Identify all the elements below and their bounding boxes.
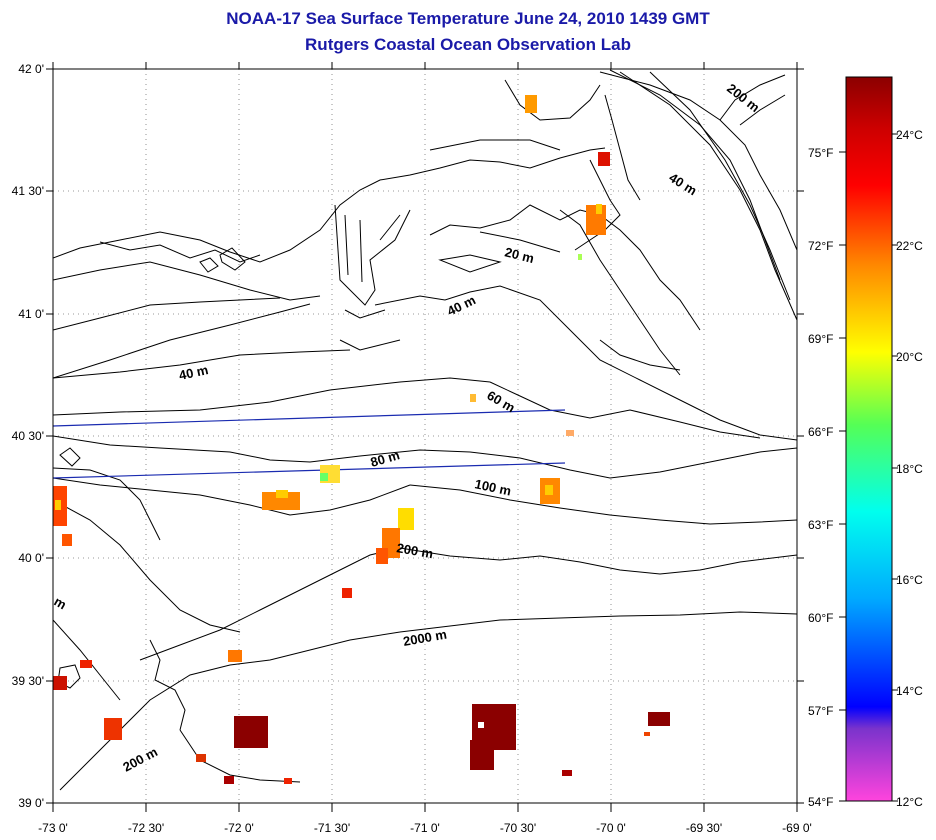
depth-label-40m-ne: 40 m [666,170,699,198]
grid-lines [53,69,797,803]
depth-label-200m-mid: 200 m [395,540,434,561]
colorbar-c-label: 22°C [896,239,923,253]
longitude-labels: -73 0' -72 30' -72 0' -71 30' -71 0' -70… [38,821,812,835]
lon-tick-label: -70 30' [500,821,536,835]
colorbar-c-label: 16°C [896,573,923,587]
lon-tick-label: -71 30' [314,821,350,835]
lon-tick-label: -69 30' [686,821,722,835]
colorbar-f-label: 75°F [808,146,833,160]
coastline [53,74,786,689]
colorbar: 75°F 72°F 69°F 66°F 63°F 60°F 57°F 54°F … [808,76,923,809]
colorbar-f-label: 54°F [808,795,833,809]
axis-ticks [46,62,804,812]
lat-tick-label: 40 0' [18,551,44,565]
depth-contours [53,69,797,791]
lat-tick-label: 40 30' [12,429,44,443]
lat-tick-label: 42 0' [18,62,44,76]
lat-tick-label: 39 30' [12,674,44,688]
lat-tick-label: 39 0' [18,796,44,810]
depth-label-100m: 100 m [473,476,512,498]
lat-tick-label: 41 0' [18,307,44,321]
lon-tick-label: -69 0' [782,821,812,835]
map-title: NOAA-17 Sea Surface Temperature June 24,… [226,9,710,28]
sst-data-patches [53,95,670,784]
lon-tick-label: -73 0' [38,821,68,835]
colorbar-f-label: 69°F [808,332,833,346]
colorbar-gradient [845,76,893,802]
lon-tick-label: -71 0' [410,821,440,835]
depth-label-20m: 20 m [503,244,535,266]
lon-tick-label: -70 0' [596,821,626,835]
colorbar-f-label: 63°F [808,518,833,532]
depth-label-80m: 80 m [369,447,402,470]
lat-tick-label: 41 30' [12,184,44,198]
depth-label-40m-west: 40 m [178,362,210,383]
map-subtitle: Rutgers Coastal Ocean Observation Lab [305,35,631,54]
depth-labels: 200 m 40 m 20 m 40 m 40 m 60 m 80 m 100 … [52,81,763,775]
depth-label-200m-ne: 200 m [724,81,762,116]
latitude-labels: 42 0' 41 30' 41 0' 40 30' 40 0' 39 30' 3… [12,62,44,810]
colorbar-c-label: 20°C [896,350,923,364]
colorbar-f-label: 57°F [808,704,833,718]
transect-lines [52,409,566,479]
colorbar-c-label: 24°C [896,128,923,142]
colorbar-c-label: 18°C [896,462,923,476]
colorbar-f-label: 72°F [808,239,833,253]
depth-label-2000m: 2000 m [402,627,448,649]
colorbar-f-label: 60°F [808,611,833,625]
depth-label-40m-mid: 40 m [445,292,478,318]
colorbar-f-label: 66°F [808,425,833,439]
depth-label-partial: m [52,594,70,613]
depth-label-200m-sw: 200 m [120,744,160,775]
lon-tick-label: -72 30' [128,821,164,835]
colorbar-c-label: 14°C [896,684,923,698]
colorbar-c-label: 12°C [896,795,923,809]
lon-tick-label: -72 0' [224,821,254,835]
